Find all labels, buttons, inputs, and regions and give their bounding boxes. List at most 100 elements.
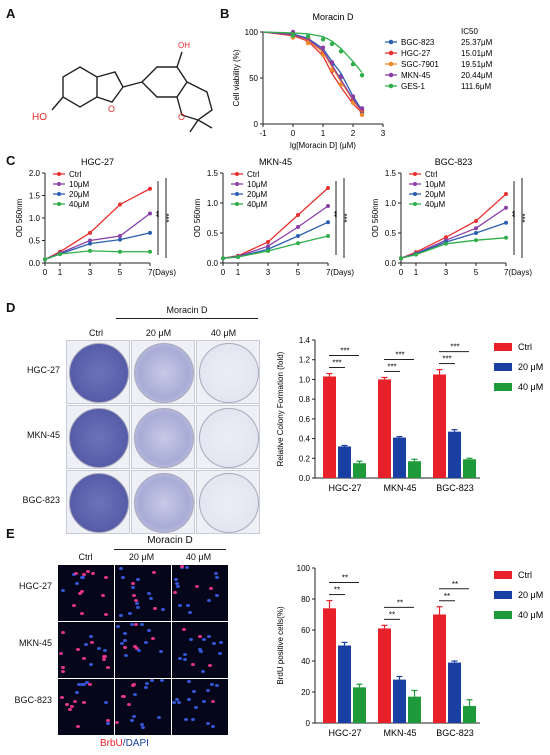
point-MKN-45: [338, 74, 344, 80]
ic50-header: IC50: [461, 27, 478, 36]
x-tick-label: 5: [296, 268, 301, 277]
cell-nucleus: [132, 594, 136, 597]
sig-label: **: [334, 586, 340, 595]
growth-point: [326, 234, 330, 238]
legend-ic50: 19.51μM: [461, 60, 493, 69]
cell-nucleus: [127, 703, 131, 706]
legend-marker: [57, 192, 61, 196]
bar-Ctrl: [378, 379, 391, 478]
cell-nucleus: [89, 663, 93, 666]
point-GES-1: [290, 33, 296, 38]
cell-nucleus: [144, 686, 148, 689]
y-tick-label: 1.0: [29, 214, 41, 223]
cell-nucleus: [130, 719, 134, 722]
cell-nucleus: [187, 680, 191, 683]
colony-dish-cell: [66, 340, 130, 404]
legend-label: Ctrl: [425, 170, 438, 179]
sig-label: ***: [387, 362, 396, 371]
category-label: MKN-45: [383, 728, 416, 738]
cell-nucleus: [61, 670, 65, 673]
panel-label-e: E: [6, 526, 15, 541]
cell-nucleus: [90, 641, 94, 644]
sig-label: ***: [165, 213, 174, 222]
colony-dish-cell: [131, 470, 195, 534]
cell-nucleus: [189, 638, 193, 641]
cell-nucleus: [130, 623, 134, 626]
cell-nucleus: [131, 684, 135, 687]
legend-marker: [413, 182, 417, 186]
growth-point: [148, 249, 152, 254]
brdu-fluorescence-image: [115, 622, 171, 678]
x-tick-label: 3: [266, 268, 271, 277]
growth-point: [43, 257, 47, 262]
cell-nucleus: [212, 642, 216, 645]
cell-nucleus: [82, 683, 86, 686]
row-bgc823: BGC-823: [22, 495, 60, 505]
cell-nucleus: [152, 571, 156, 574]
legend-name: BGC-823: [401, 38, 435, 47]
sig-label: ***: [521, 213, 530, 222]
cell-nucleus: [72, 604, 76, 607]
brdu-fluorescence-image: [115, 679, 171, 735]
category-label: HGC-27: [328, 728, 361, 738]
sig-label: **: [333, 211, 342, 217]
col-ctrl: Ctrl: [89, 328, 103, 338]
cell-nucleus: [147, 592, 151, 595]
panel-label-a: A: [6, 6, 16, 21]
cell-nucleus: [211, 700, 215, 703]
brdu-fluorescence-image: [172, 565, 228, 621]
x-tick-label: 0: [399, 268, 404, 277]
legend-label: 10μM: [425, 180, 446, 189]
bar-Ctrl: [433, 374, 446, 478]
growth-point: [444, 241, 448, 246]
y-tick-label: 40: [301, 657, 310, 666]
x-tick-label: 7(Days): [148, 268, 176, 277]
row-mkn45: MKN-45: [26, 430, 60, 440]
point-MKN-45: [350, 94, 356, 99]
cell-nucleus: [73, 700, 77, 703]
cell-nucleus: [198, 648, 202, 651]
growth-point: [58, 252, 62, 256]
cell-nucleus: [85, 681, 89, 684]
cell-nucleus: [151, 637, 155, 640]
sig-label: **: [397, 598, 403, 607]
sig-label: **: [452, 580, 458, 589]
cell-nucleus: [209, 587, 213, 590]
cell-nucleus: [141, 726, 145, 729]
bar-20 μM: [393, 437, 406, 478]
point-MKN-45: [320, 45, 326, 50]
cell-nucleus: [175, 698, 179, 701]
legend-name: SGC-7901: [401, 60, 439, 69]
growth-point: [148, 230, 152, 235]
growth-point: [88, 230, 92, 235]
legend-label: 40 μM: [518, 610, 543, 620]
growth-point: [221, 256, 225, 261]
cell-nucleus: [208, 664, 212, 667]
legend-swatch: [494, 343, 512, 351]
cell-nucleus: [176, 585, 180, 588]
colony-dish-cell: [196, 340, 260, 404]
legend-label: Ctrl: [69, 170, 82, 179]
point-MKN-45: [329, 60, 335, 65]
cell-nucleus: [82, 573, 86, 576]
cell-nucleus: [97, 647, 101, 650]
culture-dish: [199, 343, 259, 403]
cell-nucleus: [195, 585, 199, 588]
cell-nucleus: [81, 576, 85, 579]
sig-label: **: [511, 211, 520, 217]
cell-nucleus: [104, 576, 108, 579]
culture-dish: [199, 473, 259, 533]
legend-label: 40μM: [247, 200, 268, 209]
growth-point: [118, 237, 122, 242]
y-tick-label: 1.2: [299, 356, 311, 365]
bar-Ctrl: [323, 608, 336, 723]
y-axis-label: BrdU positive cells(%): [276, 606, 285, 685]
cell-nucleus: [75, 582, 79, 585]
legend-marker: [57, 202, 61, 206]
legend-name: MKN-45: [401, 71, 431, 80]
legend-marker: [57, 182, 61, 186]
panel-label-d: D: [6, 300, 16, 315]
cell-nucleus: [210, 683, 214, 686]
legend-ic50: 15.01μM: [461, 49, 493, 58]
legend-marker: [388, 61, 394, 67]
